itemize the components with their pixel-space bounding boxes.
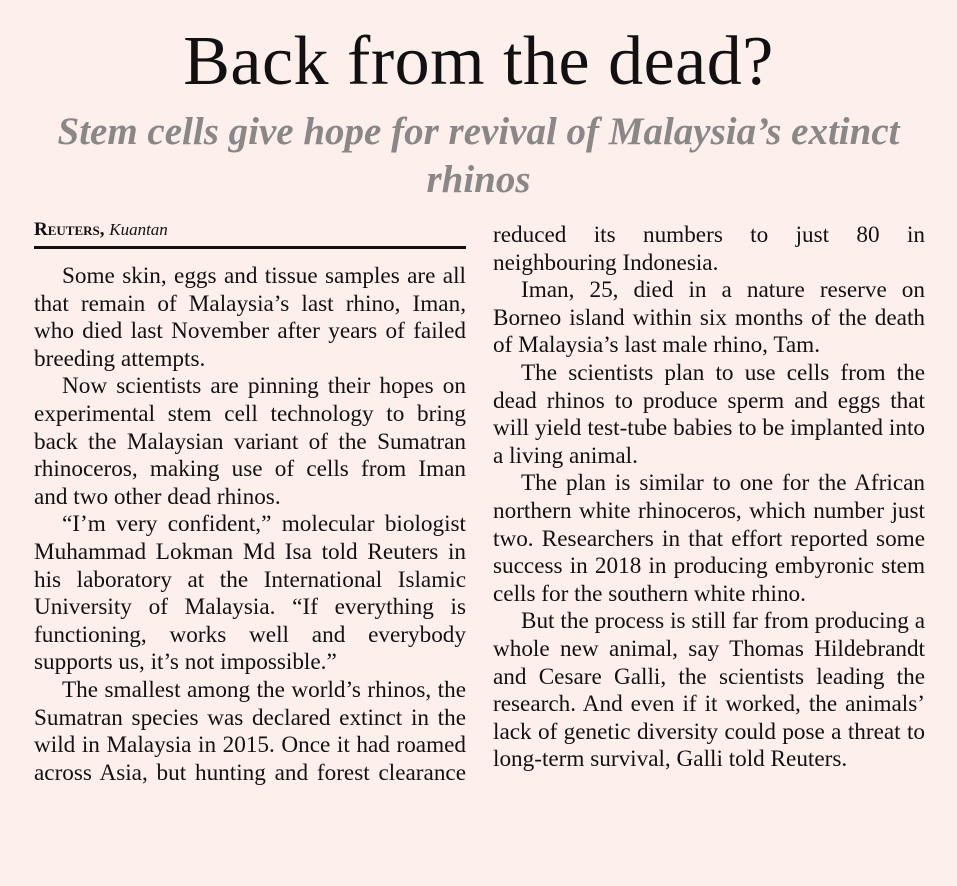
byline-rule: [34, 246, 466, 249]
subheadline: Stem cells give hope for revival of Mala…: [57, 110, 900, 201]
byline: Reuters, Kuantan: [34, 218, 168, 242]
paragraph: But the process is still far from produc…: [493, 608, 925, 773]
byline-agency: Reuters,: [34, 219, 105, 240]
paragraph: The smallest among the world’s rhinos, t…: [34, 676, 466, 786]
byline-place: Kuantan: [109, 220, 168, 239]
paragraph: Now scientists are pinning their hopes o…: [34, 373, 466, 510]
left-column: Some skin, eggs and tissue samples are a…: [34, 263, 466, 787]
paragraph: “I’m very confident,” molecular biologis…: [34, 511, 466, 676]
paragraph: The plan is similar to one for the Afric…: [493, 470, 925, 607]
right-column: reduced its numbers to just 80 in neighb…: [493, 222, 925, 774]
paragraph: Some skin, eggs and tissue samples are a…: [34, 263, 466, 372]
paragraph-continuation: reduced its numbers to just 80 in neighb…: [493, 222, 925, 276]
headline: Back from the dead?: [183, 23, 774, 100]
paragraph: The scientists plan to use cells from th…: [493, 359, 925, 469]
paragraph: Iman, 25, died in a nature reserve on Bo…: [493, 277, 925, 359]
